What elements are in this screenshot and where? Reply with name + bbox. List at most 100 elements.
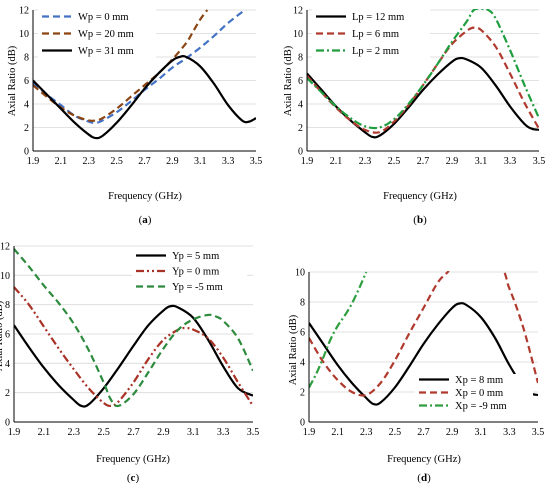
series-line-3	[33, 55, 256, 140]
x-tick-label: 2.3	[360, 427, 373, 438]
series-group	[33, 9, 256, 140]
series-line-2	[307, 26, 539, 134]
y-tick-label: 10	[0, 271, 10, 282]
legend-label-1: Xp = 8 mm	[455, 375, 503, 386]
x-tick-label: 3.1	[475, 156, 488, 167]
series-line-1	[309, 302, 538, 406]
legend-label-3: Wp = 31 mm	[78, 46, 134, 57]
x-tick-label: 3.3	[217, 427, 230, 438]
y-tick-label: 2	[300, 388, 305, 399]
chart-b: 0 2 4 6 8 10 12 1.9 2.1 2.3 2.5 2.7 2.9 3.1 3.3 3.5 Freq…	[283, 6, 545, 227]
x-tick-label: 1.9	[303, 427, 316, 438]
x-tick-label: 3.5	[250, 156, 263, 167]
series-line-3	[309, 271, 368, 389]
caption-letter: c	[131, 472, 136, 484]
y-axis-title: Axial Ratio (dB)	[288, 314, 299, 385]
y-tick-label: 4	[300, 358, 305, 369]
y-tick-label: 0	[300, 418, 305, 429]
x-tick-label: 2.7	[127, 427, 140, 438]
y-tick-label: 2	[5, 388, 10, 399]
y-axis-title: Axial Ratio (dB)	[0, 300, 5, 371]
y-tick-label: 10	[295, 268, 305, 279]
y-tick-label: 10	[19, 29, 29, 40]
x-tick-label: 3.3	[222, 156, 235, 167]
x-tick-label: 3.5	[532, 427, 545, 438]
x-tick-label: 3.3	[504, 156, 517, 167]
y-tick-label: 0	[24, 147, 29, 158]
legend: Yp = 5 mm Yp = 0 mm Yp = -5 mm	[132, 247, 247, 300]
series-group	[309, 271, 538, 406]
series-line-3	[307, 9, 539, 130]
panel-caption: (a)	[139, 214, 152, 226]
x-tick-label: 3.3	[503, 427, 516, 438]
y-tick-label: 6	[298, 76, 303, 87]
x-tick-label: 2.1	[330, 156, 343, 167]
x-tick-label: 1.9	[8, 427, 21, 438]
y-tick-label: 4	[5, 359, 10, 370]
y-tick-label: 12	[293, 6, 303, 17]
y-tick-label: 2	[298, 123, 303, 134]
caption-close: )	[148, 214, 152, 226]
x-tick-label: 2.9	[446, 156, 459, 167]
x-tick-label: 2.9	[157, 427, 170, 438]
x-tick-label: 2.5	[110, 156, 123, 167]
caption-open: (	[417, 472, 421, 484]
y-tick-label: 8	[24, 53, 29, 64]
series-line-2	[33, 9, 209, 122]
x-tick-label: 3.5	[533, 156, 546, 167]
x-tick-label: 2.3	[359, 156, 372, 167]
x-tick-label: 3.5	[247, 427, 260, 438]
legend-label-3: Yp = -5 mm	[172, 282, 223, 293]
y-tick-label: 2	[24, 123, 29, 134]
x-tick-label: 2.3	[83, 156, 96, 167]
y-tick-label: 6	[5, 330, 10, 341]
y-tick-label: 12	[0, 242, 10, 253]
y-axis-title: Axial Ratio (dB)	[283, 45, 294, 116]
caption-close: )	[135, 472, 139, 484]
x-axis-title: Frequency (GHz)	[108, 191, 182, 202]
x-tick-label: 2.1	[55, 156, 68, 167]
legend-label-2: Yp = 0 mm	[172, 267, 219, 278]
y-tick-label: 6	[300, 328, 305, 339]
series-line-1	[307, 56, 539, 139]
legend: Lp = 12 mm Lp = 6 mm Lp = 2 mm	[312, 7, 430, 64]
y-tick-label: 8	[5, 300, 10, 311]
y-tick-label: 0	[5, 418, 10, 429]
x-tick-label: 2.5	[389, 427, 402, 438]
x-tick-label: 2.9	[446, 427, 459, 438]
x-tick-label: 3.1	[194, 156, 207, 167]
caption-letter: b	[417, 214, 423, 226]
x-tick-label: 2.9	[166, 156, 179, 167]
caption-open: (	[413, 214, 417, 226]
legend-label-2: Lp = 6 mm	[352, 29, 399, 40]
legend: Xp = 8 mm Xp = 0 mm Xp = -9 mm	[415, 374, 533, 419]
legend-background	[415, 374, 533, 419]
chart-a: 0 2 4 6 8 10 12 1.9 2.1 2.3 2.5 2.7 2.9 3.1 3.3 3.5 Freq…	[7, 6, 262, 227]
x-tick-label: 2.7	[417, 156, 430, 167]
x-axis-title: Frequency (GHz)	[96, 454, 170, 465]
caption-open: (	[127, 472, 131, 484]
caption-open: (	[139, 214, 143, 226]
chart-c: 0 2 4 6 8 10 12 1.9 2.1 2.3 2.5 2.7 2.9 3.1 3.3 3.5 Freq…	[0, 242, 259, 484]
panel-caption: (c)	[127, 472, 140, 484]
x-tick-label: 2.5	[388, 156, 401, 167]
series-group	[307, 9, 539, 139]
caption-letter: d	[421, 472, 427, 484]
legend-label-3: Xp = -9 mm	[455, 401, 507, 412]
y-tick-label: 8	[300, 298, 305, 309]
legend: Wp = 0 mm Wp = 20 mm Wp = 31 mm	[38, 7, 156, 64]
panel-caption: (d)	[417, 472, 431, 484]
legend-label-1: Lp = 12 mm	[352, 12, 404, 23]
x-tick-label: 2.5	[97, 427, 110, 438]
series-line-1	[14, 304, 253, 408]
legend-label-3: Lp = 2 mm	[352, 46, 399, 57]
series-group	[14, 248, 253, 408]
x-axis-title: Frequency (GHz)	[383, 191, 457, 202]
x-tick-label: 2.1	[331, 427, 344, 438]
x-tick-label: 2.7	[417, 427, 430, 438]
caption-letter: a	[142, 214, 148, 226]
x-tick-label: 2.7	[138, 156, 151, 167]
x-axis-title: Frequency (GHz)	[387, 454, 461, 465]
y-tick-label: 10	[293, 29, 303, 40]
y-tick-label: 4	[24, 100, 29, 111]
